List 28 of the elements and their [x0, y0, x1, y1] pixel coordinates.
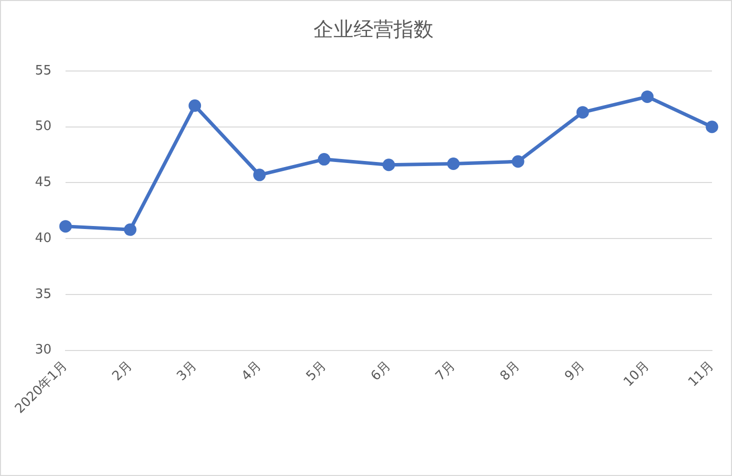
x-tick-label: 6月 [368, 358, 394, 384]
y-tick-label: 30 [34, 342, 52, 358]
point [124, 223, 136, 236]
chart-title: 企业经营指数 [314, 17, 434, 42]
y-tick-label: 40 [34, 230, 52, 246]
point [188, 99, 202, 112]
x-tick-label: 3月 [174, 358, 200, 384]
x-tick-label: 8月 [498, 358, 524, 384]
x-tick-label: 7月 [432, 358, 459, 384]
point [318, 153, 330, 166]
point [447, 157, 460, 170]
point [382, 158, 396, 172]
y-tick-label: 55 [34, 63, 52, 78]
point [59, 220, 72, 233]
y-tick-label: 35 [34, 286, 52, 302]
x-tick-label: 5月 [304, 358, 330, 384]
x-tick-label: 4月 [239, 358, 265, 384]
point [253, 168, 266, 182]
point [641, 90, 654, 103]
x-tick-label: 10月 [621, 358, 653, 390]
x-tick-label: 9月 [562, 358, 588, 384]
y-tick-label: 50 [34, 119, 52, 134]
x-tick-label: 2月 [110, 358, 136, 384]
x-tick-label: 11月 [686, 358, 718, 390]
point [512, 155, 524, 168]
y-tick-label: 45 [34, 175, 52, 190]
point [576, 106, 589, 119]
point [706, 120, 718, 134]
